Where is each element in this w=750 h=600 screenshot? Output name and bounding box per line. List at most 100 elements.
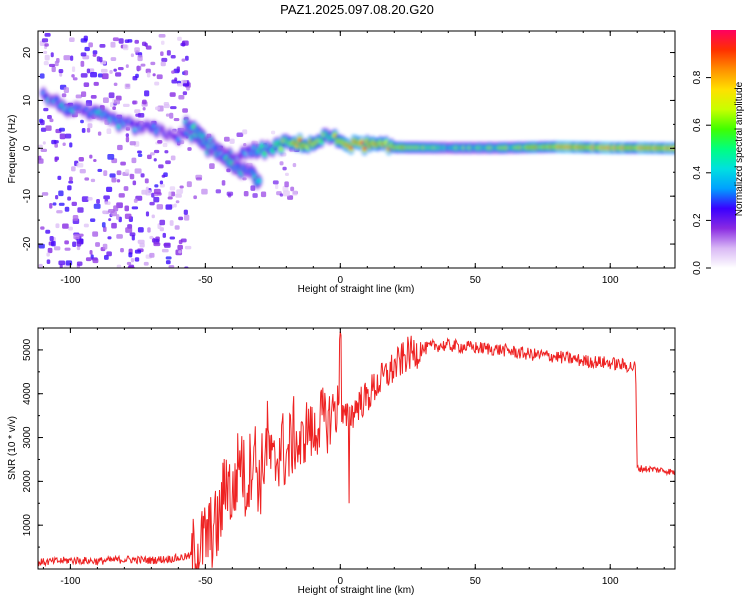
- spectrogram-noise-cell: [78, 233, 84, 237]
- spectrogram-noise-cell: [165, 113, 170, 117]
- spectrogram-noise-cell: [153, 196, 160, 203]
- spectrogram-noise-cell: [142, 99, 147, 105]
- spectrogram-noise-cell: [151, 192, 155, 198]
- spectrogram-noise-cell: [145, 211, 150, 217]
- colorbar-tick-label: 0.0: [692, 261, 703, 275]
- spectrogram-noise-cell: [140, 173, 145, 178]
- colorbar: 0.0 0.2 0.4 0.6 0.8 Normalized spectral ampl…: [692, 30, 745, 275]
- spectrogram-noise-cell: [282, 166, 287, 171]
- spectrogram-noise-cell: [38, 263, 43, 268]
- y-tick-label: 5000: [22, 338, 33, 361]
- spectrogram-noise-cell: [154, 81, 160, 86]
- spectrogram-noise-cell: [116, 170, 122, 176]
- spectrogram-noise-cell: [45, 125, 52, 131]
- spectrogram-noise-cell: [175, 193, 182, 198]
- spectrogram-noise-cell: [125, 169, 130, 174]
- spectrogram-noise-cell: [166, 50, 171, 56]
- spectrogram-noise-cell: [80, 60, 85, 67]
- spectrogram-noise-cell: [132, 180, 137, 186]
- spectrogram-noise-cell: [169, 186, 176, 191]
- spectrogram-noise-cell: [58, 69, 64, 74]
- spectrogram-noise-cell: [177, 244, 183, 250]
- spectrogram-noise-cell: [116, 214, 120, 220]
- spectrogram-noise-cell: [101, 222, 106, 228]
- spectrogram-noise-cell: [156, 204, 164, 210]
- spectrogram-noise-cell: [116, 234, 123, 239]
- spectrogram-noise-cell: [135, 113, 141, 117]
- snr-frame: [37, 327, 676, 570]
- spectrogram-noise-cell: [183, 214, 190, 221]
- spectrogram-noise-cell: [86, 127, 91, 133]
- spectrogram-noise-cell: [55, 223, 60, 229]
- spectrogram-noise-cell: [113, 68, 117, 72]
- spectrogram-noise-cell: [112, 37, 119, 42]
- spectrogram-noise-cell: [90, 95, 97, 99]
- x-tick-label: 50: [470, 275, 482, 286]
- spectrogram-noise-cell: [64, 240, 69, 245]
- spectrogram-noise-cell: [132, 76, 138, 81]
- spectrogram-noise-cell: [236, 132, 244, 137]
- spectrogram-noise-cell: [170, 155, 176, 161]
- spectrogram-noise-cell: [159, 183, 165, 188]
- spectrogram-noise-cell: [283, 190, 290, 197]
- spectrogram-noise-cell: [67, 185, 72, 191]
- spectrogram-noise-cell: [71, 74, 75, 78]
- spectrogram-noise-cell: [110, 57, 117, 62]
- colorbar-tick-label: 0.4: [692, 165, 703, 179]
- spectrogram-noise-cell: [150, 152, 155, 156]
- snr-series-line: [38, 331, 675, 569]
- spectrogram-noise-cell: [128, 252, 133, 258]
- spectrogram-noise-cell: [62, 223, 69, 229]
- spectrogram-noise-cell: [76, 162, 84, 168]
- spectrogram-noise-cell: [118, 193, 125, 198]
- spectrogram-noise-cell: [108, 209, 115, 213]
- spectrogram-noise-cell: [292, 190, 298, 196]
- spectrogram-noise-cell: [153, 188, 161, 195]
- spectrogram-noise-cell: [115, 95, 122, 101]
- spectrogram-noise-cell: [175, 200, 180, 204]
- spectrogram-noise-cell: [178, 95, 185, 100]
- spectrogram-noise-cell: [171, 79, 178, 84]
- spectrogram-noise-cell: [72, 77, 78, 81]
- spectrogram-noise-cell: [38, 158, 44, 164]
- spectrogram-noise-cell: [161, 248, 169, 253]
- spectrogram-noise-cell: [59, 133, 66, 140]
- spectrogram-noise-cell: [97, 168, 103, 172]
- spectrogram-noise-cell: [125, 64, 129, 68]
- spectrogram-noise-cell: [63, 87, 69, 94]
- y-tick-label: 0: [22, 145, 33, 151]
- spectrogram-noise-cell: [102, 226, 107, 233]
- x-tick-label: -100: [60, 275, 80, 286]
- spectrogram-noise-cell: [86, 68, 91, 74]
- spectrogram-noise-cell: [165, 256, 172, 260]
- spectrogram-noise-cell: [162, 232, 166, 238]
- spectrogram-noise-cell: [173, 203, 177, 208]
- spectrogram-noise-cell: [134, 249, 142, 254]
- spectrogram-noise-cell: [243, 191, 249, 197]
- spectrogram-noise-cell: [118, 38, 124, 44]
- spectrogram-noise-cell: [83, 35, 88, 42]
- spectrogram-noise-cell: [176, 66, 180, 73]
- spectrogram-noise-cell: [145, 45, 152, 50]
- spectrogram-noise-cell: [92, 53, 97, 57]
- spectrogram-noise-cell: [146, 72, 151, 78]
- snr-x-axis: -100 -50 0 50 100: [42, 328, 665, 587]
- colorbar-tick-label: 0.8: [692, 70, 703, 84]
- spectrogram-noise-cell: [90, 218, 96, 222]
- spectrogram-noise-cell: [67, 196, 72, 201]
- spectrogram-noise-cell: [156, 74, 163, 80]
- spectrogram-noise-cell: [106, 186, 113, 193]
- spectrogram-noise-cell: [279, 193, 284, 197]
- spectrogram-x-axis: -100 -50 0 50 100: [42, 31, 665, 286]
- spectrogram-noise-cell: [76, 241, 82, 247]
- y-tick-label: -20: [22, 236, 33, 251]
- spectrogram-noise-cell: [40, 127, 47, 132]
- spectrogram-noise-cell: [96, 199, 100, 204]
- spectrogram-noise-cell: [178, 239, 183, 245]
- spectrogram-noise-cell: [54, 143, 58, 148]
- spectrogram-noise-cell: [112, 106, 116, 110]
- spectrogram-noise-cell: [51, 66, 56, 73]
- spectrogram-noise-cell: [163, 242, 171, 248]
- spectrogram-noise-cell: [102, 243, 108, 250]
